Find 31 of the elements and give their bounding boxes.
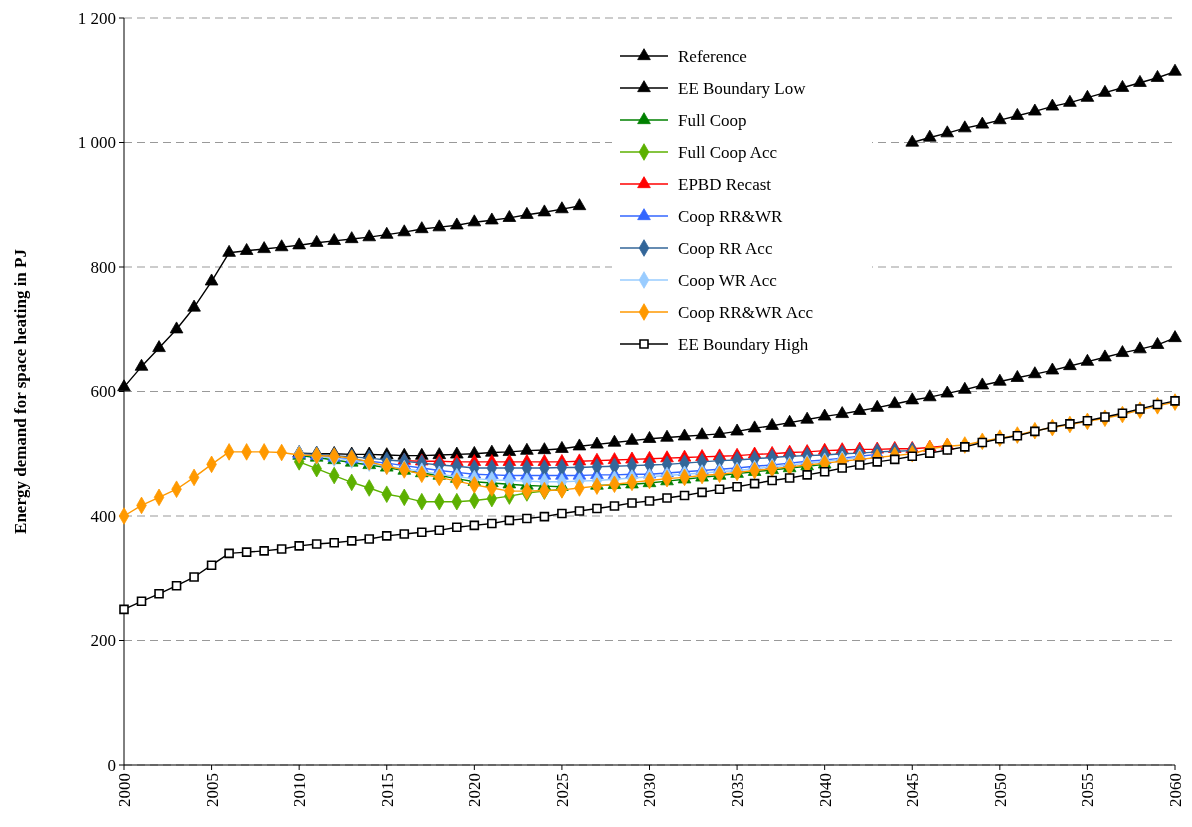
x-tick-label: 2025 xyxy=(552,773,572,807)
legend-label: Coop RR&WR Acc xyxy=(678,302,814,322)
y-tick-label: 600 xyxy=(90,382,116,402)
y-tick-label: 1 200 xyxy=(77,8,116,28)
x-tick-label: 2050 xyxy=(990,773,1010,807)
x-tick-label: 2005 xyxy=(202,773,222,807)
legend-label: Reference xyxy=(678,46,747,66)
legend-label: EE Boundary High xyxy=(678,334,809,354)
x-tick-label: 2000 xyxy=(114,773,134,807)
x-tick-label: 2015 xyxy=(377,773,397,807)
y-tick-label: 400 xyxy=(90,506,116,526)
x-tick-label: 2040 xyxy=(815,773,835,807)
y-axis-title: Energy demand for space heating in PJ xyxy=(11,248,30,534)
x-tick-label: 2055 xyxy=(1078,773,1098,807)
x-tick-label: 2060 xyxy=(1165,773,1185,807)
legend-label: Coop RR&WR xyxy=(678,206,784,226)
legend-label: EPBD Recast xyxy=(678,174,772,194)
legend-label: Full Coop xyxy=(678,110,747,130)
y-tick-label: 0 xyxy=(107,755,116,775)
legend-label: Full Coop Acc xyxy=(678,142,778,162)
legend-label: Coop RR Acc xyxy=(678,238,773,258)
x-tick-label: 2020 xyxy=(465,773,485,807)
x-tick-label: 2045 xyxy=(903,773,923,807)
legend-label: EE Boundary Low xyxy=(678,78,807,98)
x-tick-label: 2035 xyxy=(728,773,748,807)
x-tick-label: 2010 xyxy=(290,773,310,807)
x-tick-label: 2030 xyxy=(640,773,660,807)
legend-label: Coop WR Acc xyxy=(678,270,778,290)
y-tick-label: 800 xyxy=(90,257,116,277)
y-tick-label: 1 000 xyxy=(77,133,116,153)
y-tick-label: 200 xyxy=(90,631,116,651)
